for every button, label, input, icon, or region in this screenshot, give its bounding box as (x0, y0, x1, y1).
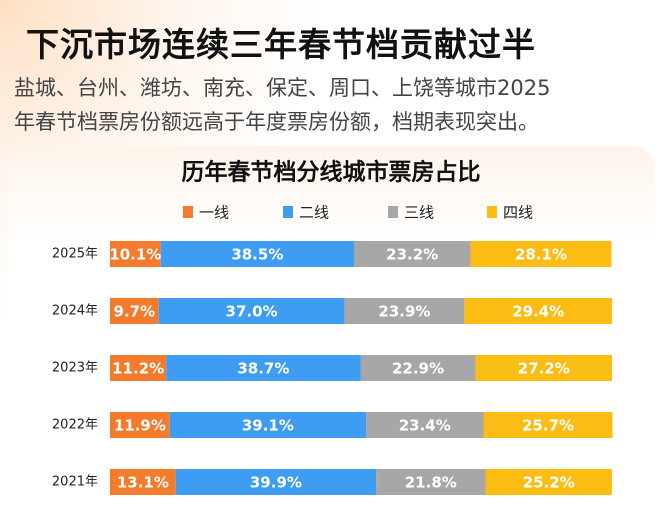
data-label: 11.9% (114, 417, 166, 435)
chart-title: 历年春节档分线城市票房占比 (182, 159, 481, 186)
card (8, 146, 655, 511)
y-tick-label: 2022年 (52, 418, 98, 433)
data-label: 25.2% (523, 474, 575, 492)
bar-segment (366, 412, 484, 438)
bar-segment (160, 241, 354, 267)
data-label: 27.2% (518, 360, 570, 378)
page-title: 下沉市场连续三年春节档贡献过半 (26, 25, 536, 64)
data-label: 38.5% (231, 246, 283, 264)
data-label: 23.2% (386, 246, 438, 264)
bar-segment (360, 355, 476, 381)
bar-segment (110, 241, 161, 267)
legend-label: 四线 (503, 204, 533, 222)
bar-segment (158, 298, 345, 324)
subtitle-line: 盐城、台州、潍坊、南充、保定、周口、上饶等城市2025 (14, 76, 551, 100)
bar-segment (344, 298, 465, 324)
legend-label: 三线 (404, 204, 434, 222)
data-label: 39.9% (250, 474, 302, 492)
data-label: 28.1% (515, 246, 567, 264)
data-label: 29.4% (512, 303, 564, 321)
legend-swatch (388, 206, 398, 218)
bar-segment (485, 469, 612, 495)
data-label: 25.7% (522, 417, 574, 435)
bar-segment (110, 355, 167, 381)
data-label: 23.9% (378, 303, 430, 321)
legend-swatch (283, 206, 293, 218)
data-label: 21.8% (405, 474, 457, 492)
y-tick-label: 2025年 (52, 247, 98, 262)
data-label: 13.1% (117, 474, 169, 492)
data-label: 38.7% (237, 360, 289, 378)
bar-segment (110, 298, 159, 324)
data-label: 10.1% (109, 246, 161, 264)
bar-segment (483, 412, 613, 438)
data-label: 11.2% (112, 360, 164, 378)
data-label: 23.4% (399, 417, 451, 435)
bar-segment (169, 412, 367, 438)
bar-segment (475, 355, 612, 381)
y-tick-label: 2024年 (52, 304, 98, 319)
y-tick-label: 2023年 (52, 361, 98, 376)
data-label: 22.9% (392, 360, 444, 378)
bar-segment (470, 241, 612, 267)
bar-segment (166, 355, 361, 381)
bar-segment (110, 469, 176, 495)
data-label: 9.7% (114, 303, 156, 321)
legend-label: 一线 (199, 204, 229, 222)
y-tick-label: 2021年 (52, 475, 98, 490)
legend-label: 二线 (299, 204, 329, 222)
legend-swatch (487, 206, 497, 218)
data-label: 39.1% (242, 417, 294, 435)
bar-segment (464, 298, 612, 324)
bar-segment (353, 241, 471, 267)
bar-segment (376, 469, 486, 495)
data-label: 37.0% (226, 303, 278, 321)
subtitle-line: 年春节档票房份额远高于年度票房份额，档期表现突出。 (14, 110, 539, 134)
bar-segment (175, 469, 377, 495)
bar-segment (110, 412, 170, 438)
legend-swatch (183, 206, 193, 218)
